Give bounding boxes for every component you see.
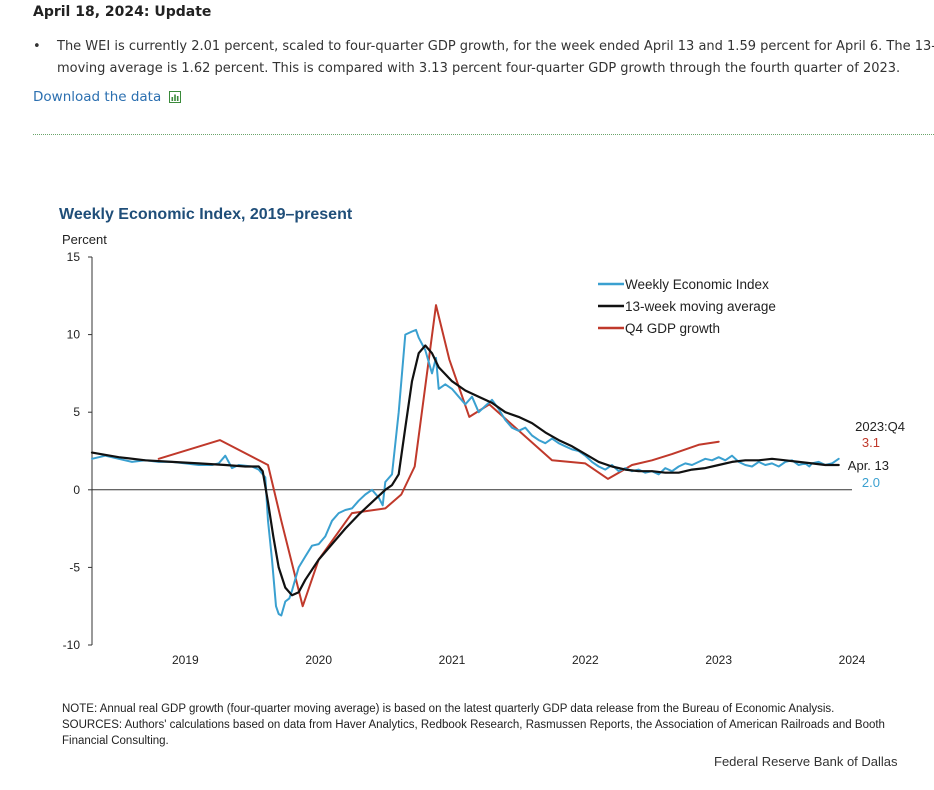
legend-label: Q4 GDP growth	[625, 321, 720, 336]
section-divider	[33, 134, 934, 135]
spreadsheet-icon	[168, 91, 181, 103]
series-line-13-week-moving-average	[90, 344, 840, 597]
series-line-q4-gdp-growth	[157, 304, 720, 608]
y-tick-label: 5	[73, 405, 80, 419]
chart-title: Weekly Economic Index, 2019–present	[59, 206, 353, 223]
update-bullet: • The WEI is currently 2.01 percent, sca…	[33, 36, 934, 80]
x-tick-label: 2021	[439, 653, 466, 667]
x-tick-label: 2022	[572, 653, 599, 667]
end-label-wei-date: Apr. 13	[848, 458, 889, 473]
x-tick-label: 2023	[705, 653, 732, 667]
legend-label: Weekly Economic Index	[625, 277, 769, 292]
bullet-line-2: moving average is 1.62 percent. This is …	[57, 61, 901, 76]
end-label-gdp-period: 2023:Q4	[855, 419, 905, 434]
y-tick-label: -5	[69, 560, 80, 574]
download-data-label: Download the data	[33, 89, 162, 105]
chart-legend: Weekly Economic Index 13-week moving aver…	[598, 277, 776, 336]
y-tick-label: 10	[67, 328, 81, 342]
x-tick-label: 2019	[172, 653, 199, 667]
credit-text: Federal Reserve Bank of Dallas	[714, 754, 898, 769]
wei-chart: Weekly Economic Index, 2019–present Perc…	[59, 206, 905, 667]
end-label-gdp-value: 3.1	[862, 435, 880, 450]
y-tick-label: 0	[73, 483, 80, 497]
note-text: NOTE: Annual real GDP growth (four-quart…	[62, 703, 835, 715]
y-tick-label: -10	[63, 638, 81, 652]
x-tick-label: 2024	[839, 653, 866, 667]
y-axis-label: Percent	[62, 232, 107, 247]
legend-label: 13-week moving average	[625, 299, 776, 314]
y-tick-label: 15	[67, 250, 81, 264]
download-data-link[interactable]: Download the data	[33, 89, 181, 105]
bullet-dot-icon: •	[33, 39, 41, 54]
sources-text: SOURCES: Authors' calculations based on …	[62, 719, 885, 747]
series-line-weekly-economic-index	[91, 328, 840, 617]
bullet-line-1: The WEI is currently 2.01 percent, scale…	[57, 39, 934, 54]
x-tick-label: 2020	[305, 653, 332, 667]
update-heading: April 18, 2024: Update	[33, 4, 212, 20]
end-label-wei-value: 2.0	[862, 475, 880, 490]
chart-note: NOTE: Annual real GDP growth (four-quart…	[62, 701, 902, 749]
